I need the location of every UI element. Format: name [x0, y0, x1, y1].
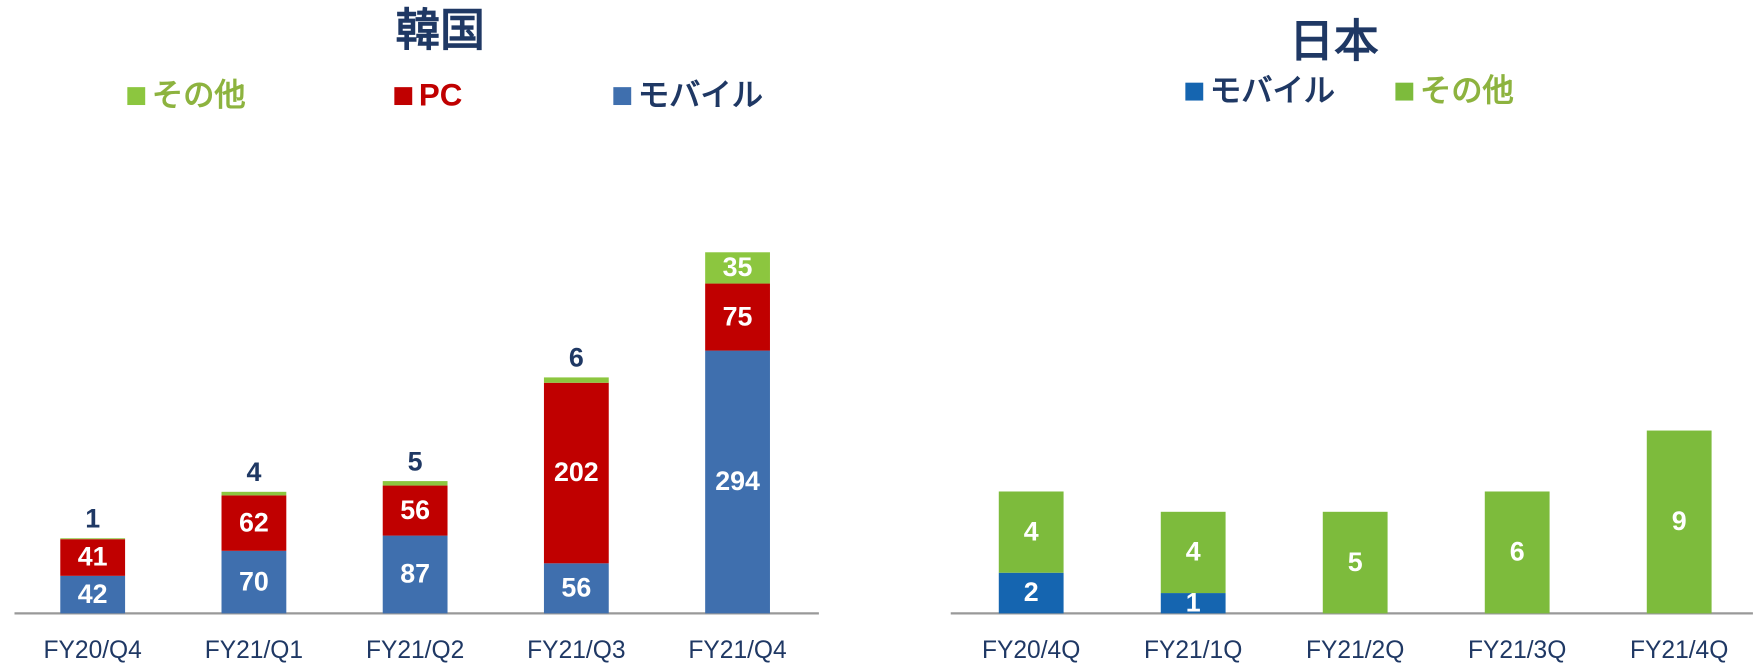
- bar-segment: [1484, 491, 1550, 614]
- data-label: 5: [408, 446, 423, 476]
- legend-label: その他: [1420, 73, 1514, 108]
- bar-segment: [543, 377, 609, 383]
- data-label: 1: [85, 503, 100, 533]
- bar-segment: [543, 382, 609, 564]
- bar-segment: [221, 495, 287, 551]
- data-label: 6: [569, 343, 584, 373]
- bar-segment: [1322, 511, 1388, 614]
- bar-segment: [705, 350, 770, 614]
- bar-segment: [705, 283, 770, 351]
- x-tick-label: FY21/4Q: [1630, 637, 1728, 664]
- data-label: 4: [1024, 516, 1039, 546]
- x-tick-label: FY20/4Q: [982, 637, 1080, 664]
- chart-title: 韓国: [395, 6, 484, 55]
- x-tick-label: FY20/Q4: [44, 637, 142, 664]
- data-label: 35: [723, 252, 753, 282]
- x-tick-label: FY21/Q2: [366, 637, 464, 664]
- data-label: 9: [1672, 506, 1687, 536]
- bar-segment: [221, 550, 287, 614]
- data-label: 70: [239, 566, 269, 596]
- legend-swatch: [613, 87, 632, 106]
- bar-segment: [382, 535, 448, 614]
- bar-segment: [60, 575, 126, 614]
- bar-segment: [382, 481, 448, 486]
- bar-segment: [998, 572, 1064, 614]
- bar-segment: [60, 539, 126, 576]
- data-label: 56: [400, 495, 430, 525]
- bar-segment: [1160, 593, 1226, 614]
- legend-swatch: [1185, 82, 1204, 101]
- legend-swatch: [394, 87, 413, 106]
- data-label: 62: [239, 507, 269, 537]
- legend-label: モバイル: [1210, 73, 1335, 108]
- x-tick-label: FY21/3Q: [1468, 637, 1566, 664]
- data-label: 5: [1348, 547, 1363, 577]
- x-tick-label: FY21/1Q: [1144, 637, 1242, 664]
- data-label: 4: [1186, 537, 1201, 567]
- bar-segment: [1646, 430, 1712, 614]
- bar-segment: [382, 485, 448, 536]
- data-label: 1: [1186, 588, 1201, 618]
- bar-segment: [998, 491, 1064, 573]
- legend-swatch: [1395, 82, 1414, 101]
- legend-label: モバイル: [638, 77, 763, 112]
- data-label: 87: [400, 559, 430, 589]
- x-tick-label: FY21/Q3: [527, 637, 625, 664]
- data-label: 4: [246, 457, 261, 487]
- data-label: 42: [78, 579, 108, 609]
- legend-label: その他: [152, 77, 246, 112]
- bar-segment: [705, 252, 770, 284]
- legend-swatch: [127, 87, 146, 106]
- x-tick-label: FY21/Q1: [205, 637, 303, 664]
- bar-segment: [543, 563, 609, 614]
- data-label: 75: [723, 301, 753, 331]
- data-label: 202: [554, 457, 599, 487]
- x-tick-label: FY21/Q4: [688, 637, 786, 664]
- bar-segment: [1160, 511, 1226, 594]
- x-tick-label: FY21/2Q: [1306, 637, 1404, 664]
- data-label: 6: [1510, 537, 1525, 567]
- bar-segment: [221, 491, 287, 496]
- bar-segment: [60, 538, 126, 540]
- legend-label: PC: [419, 77, 462, 112]
- data-label: 2: [1024, 577, 1039, 607]
- data-label: 294: [715, 466, 760, 496]
- data-label: 41: [78, 542, 108, 572]
- data-label: 56: [561, 573, 591, 603]
- chart-title: 日本: [1289, 18, 1379, 67]
